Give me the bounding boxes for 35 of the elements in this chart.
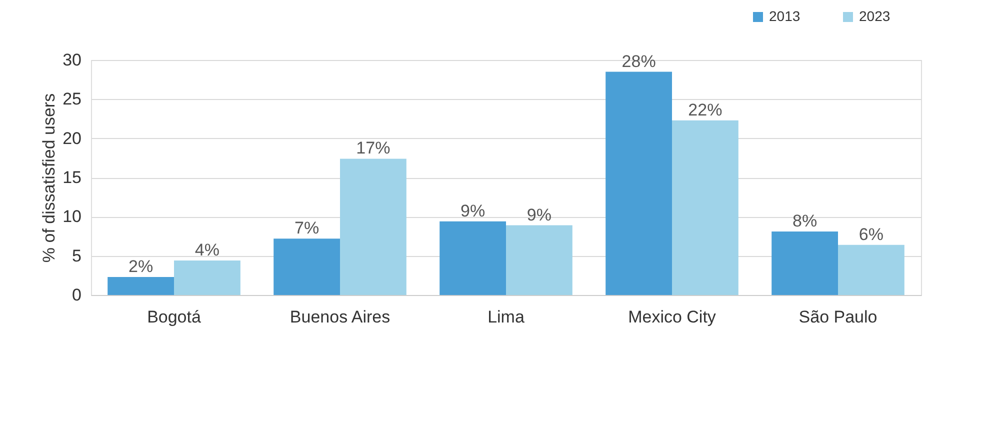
y-tick-label: 30 bbox=[62, 50, 82, 70]
bar bbox=[506, 225, 572, 295]
data-label: 6% bbox=[858, 224, 884, 244]
y-tick-label: 25 bbox=[62, 90, 82, 109]
x-tick-label: Buenos Aires bbox=[290, 308, 390, 326]
x-tick-label: São Paulo bbox=[798, 308, 878, 326]
y-tick-label: 0 bbox=[72, 286, 82, 304]
data-label: 4% bbox=[194, 240, 220, 260]
legend-label: 2023 bbox=[859, 8, 890, 24]
y-tick-label: 5 bbox=[72, 246, 82, 266]
data-label: 22% bbox=[688, 100, 722, 120]
x-tick-label: Mexico City bbox=[628, 308, 716, 326]
data-label: 2% bbox=[128, 256, 154, 276]
y-tick-label: 20 bbox=[62, 128, 82, 148]
y-tick-label: 10 bbox=[62, 207, 82, 226]
legend-label: 2013 bbox=[769, 8, 800, 24]
bar bbox=[108, 276, 174, 295]
x-tick-label: Lima bbox=[488, 308, 525, 326]
data-label: 8% bbox=[792, 212, 818, 231]
data-label: 7% bbox=[294, 218, 320, 238]
bar bbox=[274, 238, 340, 295]
y-tick-label: 15 bbox=[62, 168, 82, 187]
bar bbox=[440, 221, 506, 295]
bar bbox=[174, 260, 240, 295]
bar bbox=[606, 72, 672, 295]
bar bbox=[772, 232, 838, 295]
x-tick-label: Bogotá bbox=[147, 308, 202, 326]
bar bbox=[838, 244, 904, 295]
data-label: 28% bbox=[622, 52, 656, 71]
data-label: 17% bbox=[356, 138, 390, 158]
data-label: 9% bbox=[526, 205, 552, 224]
y-axis-title: % of dissatisfied users bbox=[40, 93, 59, 263]
data-label: 9% bbox=[460, 201, 486, 220]
bar bbox=[340, 158, 406, 295]
bar bbox=[672, 120, 738, 295]
